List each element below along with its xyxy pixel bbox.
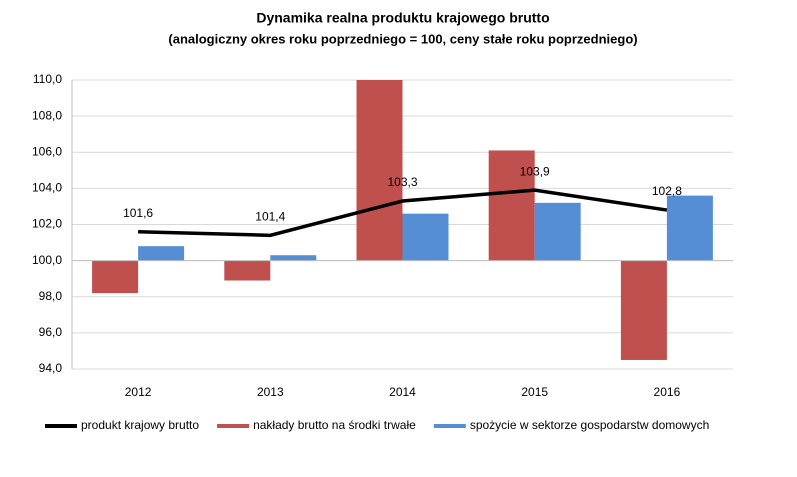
y-tick-label: 110,0 [33, 72, 62, 86]
y-tick-label: 96,0 [39, 325, 63, 339]
data-label: 101,6 [123, 206, 153, 220]
bar [270, 255, 317, 261]
y-tick-label: 104,0 [32, 181, 62, 195]
x-tick-label: 2012 [125, 385, 152, 399]
bar [356, 80, 403, 261]
legend-label: produkt krajowy brutto [81, 418, 199, 432]
y-tick-label: 100,0 [32, 253, 62, 267]
chart-subtitle: (analogiczny okres roku poprzedniego = 1… [168, 31, 637, 46]
y-tick-label: 98,0 [39, 289, 63, 303]
bar [224, 260, 271, 281]
y-tick-label: 102,0 [32, 217, 62, 231]
y-tick-label: 94,0 [39, 361, 63, 375]
data-label: 102,8 [652, 184, 682, 198]
data-label: 103,9 [520, 164, 550, 178]
bar [138, 246, 185, 261]
line [138, 188, 668, 238]
bar [92, 260, 139, 294]
chart-title: Dynamika realna produktu krajowego brutt… [256, 10, 549, 26]
bar [534, 202, 581, 261]
x-tick-label: 2013 [257, 385, 284, 399]
bar [620, 260, 667, 360]
x-tick-label: 2014 [389, 385, 416, 399]
y-tick-label: 106,0 [32, 144, 62, 158]
bar [666, 195, 713, 261]
data-label: 103,3 [387, 175, 417, 189]
y-tick-label: 108,0 [32, 108, 62, 122]
x-tick-label: 2016 [654, 385, 681, 399]
legend-label: spożycie w sektorze gospodarstw domowych [470, 418, 709, 432]
legend-label: nakłady brutto na środki trwałe [253, 418, 416, 432]
data-label: 101,4 [255, 210, 285, 224]
x-tick-label: 2015 [521, 385, 548, 399]
bar [402, 213, 449, 261]
bar [488, 150, 535, 261]
